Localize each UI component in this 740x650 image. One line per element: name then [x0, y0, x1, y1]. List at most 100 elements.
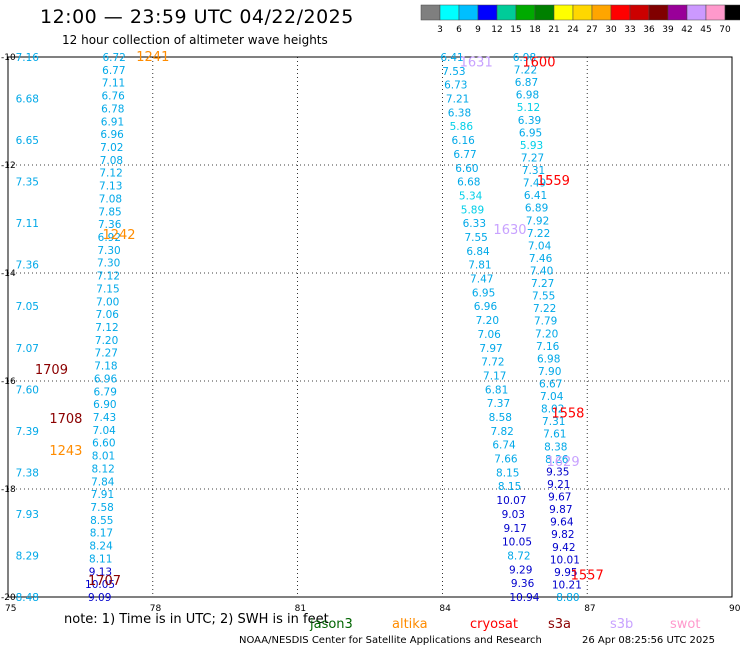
pass-time-label: 1243 — [49, 444, 82, 459]
swh-data-label: 8.15 — [496, 467, 519, 479]
swh-data-label: 7.12 — [95, 322, 118, 334]
swh-data-label: 6.77 — [453, 149, 476, 161]
swh-data-label: 6.90 — [93, 399, 116, 411]
source-legend-item: s3a — [548, 617, 572, 632]
swh-data-label: 10.05 — [85, 579, 115, 591]
swh-data-label: 6.76 — [101, 91, 125, 103]
colorbar-swatch — [477, 4, 498, 21]
source-legend-item: altika — [392, 617, 428, 632]
swh-data-label: 6.38 — [448, 107, 471, 119]
swh-data-label: 7.05 — [16, 301, 39, 313]
source-legend-item: cryosat — [470, 617, 518, 632]
swh-data-label: 7.11 — [102, 78, 125, 90]
swh-data-label: 7.36 — [98, 219, 122, 231]
colorbar-swatch — [610, 4, 631, 21]
swh-data-label: 7.04 — [540, 391, 564, 403]
colorbar-tick-label: 9 — [475, 25, 481, 35]
swh-data-label: 7.58 — [90, 502, 113, 514]
swh-data-label: 9.03 — [502, 509, 525, 521]
swh-data-label: 7.38 — [16, 467, 39, 479]
swh-data-label: 10.01 — [550, 554, 580, 566]
swh-data-label: 7.79 — [534, 316, 557, 328]
swh-data-label: 8.11 — [89, 553, 112, 565]
swh-data-label: 7.18 — [94, 361, 117, 373]
pass-time-label: 1559 — [537, 174, 570, 189]
colorbar-swatch — [553, 4, 574, 21]
colorbar-tick-label: 27 — [586, 25, 597, 35]
colorbar-swatch — [705, 4, 726, 21]
swh-data-label: 8.24 — [89, 541, 113, 553]
colorbar-swatch — [648, 4, 669, 21]
x-tick-label: 90 — [729, 604, 740, 614]
swh-data-label: 6.91 — [101, 116, 124, 128]
swh-data-label: 6.68 — [457, 177, 480, 189]
swh-data-label: 7.21 — [446, 94, 469, 106]
swh-data-label: 9.67 — [548, 492, 571, 504]
swh-data-label: 7.37 — [487, 398, 510, 410]
swh-data-label: 7.72 — [481, 357, 504, 369]
swh-data-label: 7.20 — [476, 315, 499, 327]
x-tick-label: 84 — [439, 604, 451, 614]
swh-data-label: 6.41 — [440, 52, 463, 64]
swh-data-label: 6.65 — [16, 135, 39, 147]
colorbar-tick-label: 33 — [624, 25, 635, 35]
swh-data-label: 8.29 — [16, 550, 39, 562]
swh-data-label: 8.26 — [545, 454, 569, 466]
swh-data-label: 7.04 — [528, 240, 552, 252]
pass-time-label: 1242 — [102, 228, 135, 243]
swh-data-label: 8.12 — [91, 463, 114, 475]
swh-data-label: 7.31 — [542, 416, 565, 428]
swh-data-label: 7.06 — [96, 309, 120, 321]
swh-data-label: 7.12 — [99, 168, 122, 180]
swh-data-label: 5.93 — [520, 140, 543, 152]
colorbar-tick-label: 6 — [456, 25, 462, 35]
colorbar-swatch — [439, 4, 460, 21]
colorbar-swatch — [534, 4, 555, 21]
swh-data-label: 7.35 — [16, 177, 39, 189]
swh-data-label: 6.39 — [518, 115, 541, 127]
swh-data-label: 7.93 — [16, 509, 39, 521]
swh-data-label: 8.38 — [544, 441, 567, 453]
swh-data-label: 7.55 — [532, 291, 555, 303]
colorbar-tick-label: 21 — [548, 25, 559, 35]
colorbar-tick-label: 39 — [662, 25, 674, 35]
swh-data-label: 10.21 — [552, 579, 582, 591]
swh-data-label: 6.92 — [98, 232, 121, 244]
colorbar-swatch — [496, 4, 517, 21]
swh-data-label: 5.89 — [461, 204, 484, 216]
swh-data-label: 8.01 — [92, 451, 115, 463]
swh-data-label: 9.21 — [547, 479, 570, 491]
swh-data-label: 9.87 — [549, 504, 572, 516]
swh-data-label: 6.73 — [444, 80, 467, 92]
swh-data-label: 6.84 — [466, 246, 490, 258]
swh-data-label: 7.15 — [96, 283, 119, 295]
x-tick-label: 81 — [295, 604, 306, 614]
swh-data-label: 6.87 — [515, 77, 538, 89]
y-tick-label: -14 — [1, 269, 16, 279]
swh-data-label: 6.60 — [92, 438, 115, 450]
swh-data-label: 7.84 — [91, 476, 115, 488]
swh-data-label: 8.55 — [90, 515, 113, 527]
swh-data-label: 9.42 — [552, 542, 575, 554]
swh-data-label: 7.06 — [477, 329, 501, 341]
colorbar-tick-label: 70 — [719, 25, 731, 35]
swh-data-label: 7.85 — [98, 206, 121, 218]
swh-data-label: 7.22 — [527, 228, 550, 240]
swh-data-label: 7.07 — [16, 343, 39, 355]
y-tick-label: -18 — [1, 485, 16, 495]
y-tick-label: -10 — [1, 53, 16, 63]
source-legend-item: jason3 — [310, 617, 353, 632]
footer-timestamp: 26 Apr 08:25:56 UTC 2025 — [582, 635, 715, 646]
colorbar-tick-label: 30 — [605, 25, 617, 35]
swh-data-label: 7.16 — [16, 52, 40, 64]
source-legend-item: swot — [670, 617, 701, 632]
pass-time-label: 1557 — [571, 568, 604, 583]
swh-data-label: 7.81 — [468, 260, 491, 272]
swh-data-label: 7.20 — [535, 328, 558, 340]
swh-data-label: 6.98 — [513, 52, 536, 64]
swh-data-label: 7.53 — [442, 66, 465, 78]
swh-data-label: 6.72 — [102, 52, 125, 64]
swh-data-label: 9.35 — [546, 466, 569, 478]
swh-data-label: 5.86 — [450, 121, 474, 133]
